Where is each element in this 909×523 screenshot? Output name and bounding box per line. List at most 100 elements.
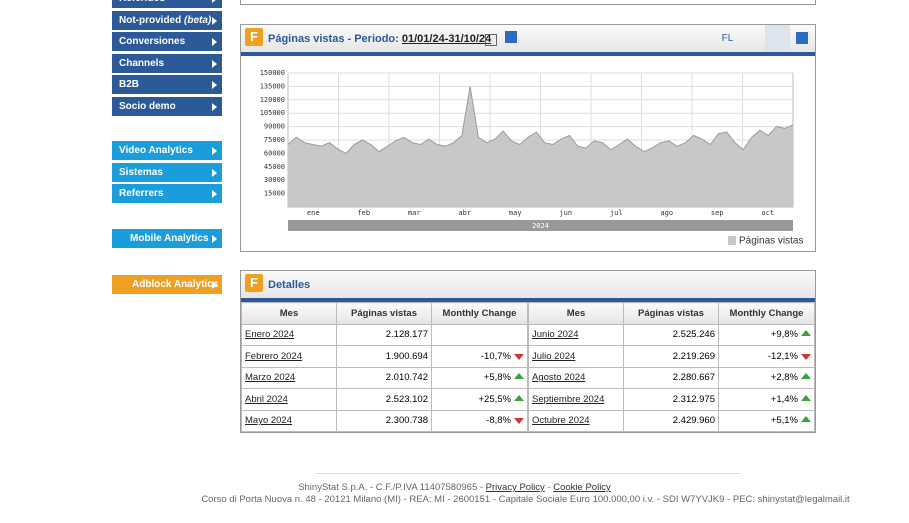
nav-item[interactable]: Conversiones	[112, 32, 222, 52]
month-link[interactable]: Septiembre 2024	[532, 393, 605, 405]
line	[287, 86, 794, 155]
fl-button[interactable]: FL	[721, 33, 734, 44]
period[interactable]: 01/01/24-31/10/24	[401, 33, 492, 45]
month-cell: Junio 2024	[528, 323, 624, 346]
nav-label: Socio demo	[119, 100, 176, 112]
value-cell: 2.300.738	[336, 409, 432, 432]
trend-arrow	[514, 394, 524, 401]
x-tick-label: abr	[458, 209, 471, 217]
table-row: Septiembre 2024 2.312.975 +1,4%	[528, 388, 815, 411]
x-tick-label: mar	[408, 209, 421, 217]
nav-note: (beta)	[184, 14, 212, 26]
month-link[interactable]: Enero 2024	[245, 329, 295, 341]
change-cell: +5,1%	[718, 409, 815, 432]
month-link[interactable]: Febrero 2024	[245, 350, 303, 362]
x-tick-label: may	[509, 209, 522, 217]
logo-icon: F	[245, 274, 263, 292]
month-cell: Febrero 2024	[241, 345, 337, 368]
month-cell: Agosto 2024	[528, 366, 624, 389]
nav-item[interactable]: Adblock Analytics	[112, 275, 222, 295]
month-link[interactable]: Julio 2024	[532, 350, 576, 362]
month-link[interactable]: Abril 2024	[245, 393, 288, 405]
table-row: Mayo 2024 2.300.738 -8,8%	[241, 409, 528, 432]
area	[288, 86, 793, 207]
month-link[interactable]: Mayo 2024	[245, 415, 293, 427]
trend-arrow	[801, 353, 811, 360]
nav-item[interactable]: Mobile Analytics	[112, 229, 222, 249]
area-button[interactable]	[765, 25, 790, 52]
value-cell: 2.010.742	[336, 366, 432, 389]
value-cell: 1.900.694	[336, 345, 432, 368]
footer-link[interactable]: Cookie Policy	[553, 482, 611, 493]
nav-item[interactable]: Video Analytics	[112, 141, 222, 161]
change-value: +5,8%	[483, 372, 511, 384]
column-header: Mes	[241, 302, 337, 325]
nav-item[interactable]: Referrers	[112, 184, 222, 204]
legend-swatch	[728, 236, 736, 245]
change-value: +2,8%	[770, 372, 798, 384]
trend-arrow	[514, 373, 524, 380]
help-icon[interactable]	[505, 31, 517, 43]
trend-arrow	[514, 418, 524, 425]
title: Páginas vistas - Periodo:	[268, 33, 399, 45]
y-tick-label: 135000	[260, 82, 285, 90]
nav-label: Referidos	[119, 0, 165, 4]
tables: Mes Páginas vistas Monthly Change Enero 202…	[241, 302, 815, 432]
nav-label: Not-provided	[119, 14, 182, 26]
value-cell: 2.525.246	[623, 323, 719, 346]
change-cell: +25,5%	[431, 388, 528, 411]
table-row: Enero 2024 2.128.177	[241, 323, 528, 346]
y-tick-label: 105000	[260, 109, 285, 117]
change-cell: +1,4%	[718, 388, 815, 411]
trend-arrow	[801, 416, 811, 423]
data-table: Mes Páginas vistas Monthly Change Junio 202…	[528, 302, 815, 432]
nav-item[interactable]: Channels	[112, 53, 222, 74]
nav-item[interactable]: Referidos	[112, 0, 222, 9]
trend-arrow	[801, 330, 811, 337]
table-row: Junio 2024 2.525.246 +9,8%	[528, 323, 815, 346]
nav-item[interactable]: B2B	[112, 75, 222, 95]
change-value: -10,7%	[480, 350, 511, 362]
month-link[interactable]: Agosto 2024	[532, 372, 586, 384]
footer-link[interactable]: Privacy Policy	[485, 482, 545, 493]
header-row: Mes Páginas vistas Monthly Change	[528, 302, 815, 325]
x-tick-label: ene	[307, 209, 320, 217]
value-cell: 2.280.667	[623, 366, 719, 389]
toolbar: FL	[715, 25, 815, 52]
footer-line: Corso di Porta Nuova n. 48 - 20121 Milan…	[201, 494, 850, 505]
x-tick-label: ago	[660, 209, 673, 217]
line-button[interactable]	[740, 25, 765, 52]
value-cell: 2.128.177	[336, 323, 432, 346]
month-cell: Abril 2024	[241, 388, 337, 411]
nav-item[interactable]: Sistemas	[112, 162, 222, 183]
x-tick-label: oct	[761, 209, 774, 217]
month-link[interactable]: Marzo 2024	[245, 372, 296, 384]
header-row: Mes Páginas vistas Monthly Change	[241, 302, 528, 325]
table-row: Febrero 2024 1.900.694 -10,7%	[241, 345, 528, 368]
year-label: 2024	[532, 222, 549, 230]
help-icon[interactable]	[796, 32, 808, 44]
nav-label: B2B	[119, 79, 140, 90]
nav-label: Referrers	[119, 188, 164, 199]
nav-item[interactable]: Not-provided (beta)	[112, 10, 222, 31]
month-link[interactable]: Octubre 2024	[532, 415, 590, 427]
change-cell: -12,1%	[718, 345, 815, 368]
panel-header: F Detalles	[241, 271, 815, 302]
panel-title: Páginas vistas - Periodo: 01/01/24-31/10…	[268, 33, 491, 45]
trend-arrow	[514, 353, 524, 360]
nav-label: Sistemas	[119, 166, 163, 178]
column-header: Páginas vistas	[623, 302, 719, 325]
calendar-icon[interactable]	[485, 34, 497, 46]
table-row: Octubre 2024 2.429.960 +5,1%	[528, 409, 815, 432]
x-tick-label: sep	[711, 209, 724, 217]
month-link[interactable]: Junio 2024	[532, 329, 579, 341]
month-cell: Marzo 2024	[241, 366, 337, 389]
y-tick-label: 45000	[264, 163, 285, 171]
table-row: Abril 2024 2.523.102 +25,5%	[241, 388, 528, 411]
month-cell: Septiembre 2024	[528, 388, 624, 411]
footer-text: -	[547, 482, 551, 493]
panel-header: F Páginas vistas - Periodo: 01/01/24-31/…	[241, 25, 815, 56]
change-cell: -10,7%	[431, 345, 528, 368]
nav-item[interactable]: Socio demo	[112, 96, 222, 117]
